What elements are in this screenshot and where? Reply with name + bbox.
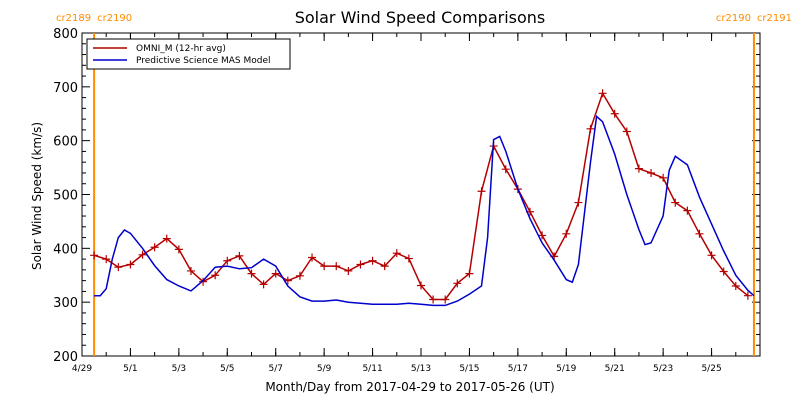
data-point-marker: [634, 164, 643, 173]
data-point-marker: [211, 271, 220, 280]
data-point-marker: [574, 198, 583, 207]
data-point-marker: [271, 269, 280, 278]
data-point-marker: [114, 263, 123, 272]
data-point-marker: [162, 234, 171, 243]
carrington-label-right: cr2191: [757, 13, 792, 24]
series-group: [90, 89, 755, 307]
x-tick-label: 5/15: [459, 364, 479, 374]
legend-box: [86, 38, 291, 70]
y-axis-label: Solar Wind Speed (km/s): [30, 122, 44, 270]
x-tick-label: 5/3: [172, 364, 186, 374]
data-point-marker: [441, 295, 450, 304]
carrington-label-left: cr2190: [716, 13, 751, 24]
data-point-marker: [186, 266, 195, 275]
x-tick-label: 5/13: [411, 364, 431, 374]
data-point-marker: [598, 89, 607, 98]
y-tick-label: 600: [53, 135, 78, 150]
data-point-marker: [707, 251, 716, 260]
carrington-label-right: cr2190: [97, 13, 132, 24]
data-point-marker: [344, 266, 353, 275]
legend-label-mas: Predictive Science MAS Model: [136, 56, 271, 66]
data-point-marker: [586, 124, 595, 133]
x-tick-label: 5/11: [362, 364, 382, 374]
data-point-marker: [295, 271, 304, 280]
x-tick-label: 5/17: [508, 364, 528, 374]
series-line-1: [94, 114, 755, 307]
data-point-marker: [332, 262, 341, 271]
x-axis-label: Month/Day from 2017-04-29 to 2017-05-26 …: [265, 380, 554, 394]
data-point-marker: [417, 281, 425, 290]
data-point-marker: [695, 229, 704, 238]
y-tick-label: 800: [53, 27, 78, 42]
x-axis: 4/29 5/1 5/3 5/5 5/7 5/9 5/11 5/13 5/15 5/17 5/19 5…: [72, 33, 761, 374]
y-tick-label: 400: [53, 242, 78, 257]
data-point-marker: [380, 262, 389, 271]
data-point-marker: [477, 187, 486, 196]
y-tick-label: 500: [53, 189, 78, 204]
x-tick-label: 5/23: [653, 364, 673, 374]
carrington-label-left: cr2189: [56, 13, 91, 24]
data-point-marker: [392, 249, 401, 258]
chart-title: Solar Wind Speed Comparisons: [295, 8, 546, 27]
data-point-marker: [562, 229, 571, 238]
data-point-marker: [368, 256, 377, 265]
x-tick-label: 5/7: [268, 364, 282, 374]
data-point-marker: [223, 256, 232, 265]
x-tick-label: 4/29: [72, 364, 92, 374]
legend: OMNI_M (12-hr avg) Predictive Science MA…: [86, 38, 291, 70]
data-point-marker: [671, 198, 680, 207]
data-point-marker: [683, 206, 692, 215]
data-point-marker: [247, 269, 256, 278]
data-point-marker: [743, 291, 752, 300]
data-point-marker: [356, 260, 365, 269]
y-axis: 200 300 400 500 600 700 800: [53, 27, 760, 365]
data-point-marker: [453, 279, 462, 288]
data-point-marker: [719, 267, 728, 276]
data-point-marker: [429, 295, 438, 304]
data-point-marker: [308, 253, 317, 262]
legend-label-omni: OMNI_M (12-hr avg): [136, 44, 226, 54]
data-point-marker: [138, 250, 147, 259]
x-tick-label: 5/25: [701, 364, 721, 374]
data-point-marker: [126, 260, 135, 269]
data-point-marker: [610, 109, 619, 118]
x-tick-label: 5/21: [605, 364, 625, 374]
data-point-marker: [235, 251, 244, 260]
data-point-marker: [150, 243, 159, 252]
data-point-marker: [731, 282, 740, 291]
carrington-markers: cr2189 cr2190 cr2190 cr2191: [56, 13, 792, 356]
y-tick-label: 200: [53, 350, 78, 365]
data-point-marker: [659, 173, 668, 182]
data-point-marker: [174, 245, 183, 254]
x-tick-label: 5/9: [317, 364, 332, 374]
data-point-marker: [538, 231, 547, 240]
data-point-marker: [320, 262, 329, 271]
data-point-marker: [90, 251, 99, 260]
data-point-marker: [404, 254, 413, 263]
data-point-marker: [259, 280, 268, 289]
data-point-marker: [199, 277, 208, 286]
data-point-marker: [622, 127, 631, 136]
y-tick-label: 700: [53, 81, 78, 96]
x-tick-label: 5/19: [556, 364, 576, 374]
data-point-marker: [465, 269, 474, 278]
data-point-marker: [501, 165, 510, 174]
data-point-marker: [647, 168, 656, 177]
x-tick-label: 5/5: [220, 364, 234, 374]
y-tick-label: 300: [53, 296, 78, 311]
data-point-marker: [102, 255, 111, 264]
x-tick-label: 5/1: [123, 364, 137, 374]
